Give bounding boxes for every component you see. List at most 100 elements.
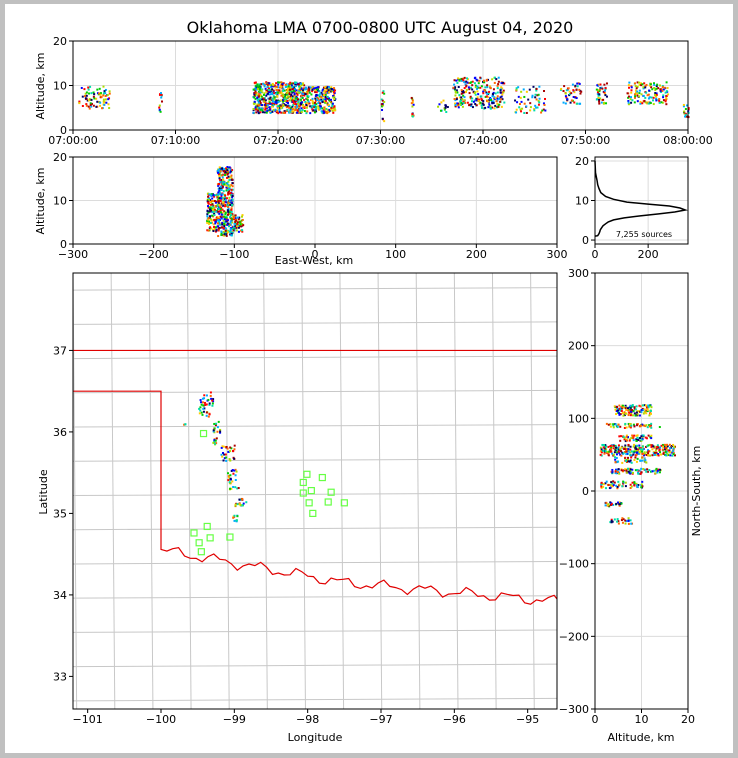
lightning-source bbox=[605, 501, 608, 504]
lightning-source bbox=[620, 409, 623, 412]
lightning-source bbox=[220, 446, 223, 449]
county-line bbox=[186, 273, 192, 709]
lightning-source bbox=[258, 104, 261, 107]
lightning-source bbox=[475, 98, 478, 101]
lightning-source bbox=[282, 105, 285, 108]
lightning-source bbox=[619, 439, 622, 442]
lightning-source bbox=[620, 469, 623, 472]
lightning-source bbox=[315, 107, 318, 110]
lightning-source bbox=[457, 86, 460, 89]
lightning-source bbox=[661, 86, 664, 89]
lightning-source bbox=[266, 109, 269, 112]
lightning-source bbox=[217, 193, 220, 196]
lightning-source bbox=[220, 187, 223, 190]
lightning-source bbox=[294, 108, 297, 111]
lightning-source bbox=[215, 437, 218, 440]
lightning-source bbox=[543, 90, 546, 93]
lightning-source bbox=[629, 98, 632, 101]
lightning-source bbox=[219, 197, 222, 200]
lightning-source bbox=[633, 481, 636, 484]
lightning-source bbox=[78, 100, 81, 103]
lightning-source bbox=[641, 459, 644, 462]
x-tick-label: −300 bbox=[58, 248, 88, 261]
lightning-source bbox=[651, 454, 654, 457]
lightning-source bbox=[332, 96, 335, 99]
lightning-source bbox=[617, 446, 620, 449]
lightning-source bbox=[611, 471, 614, 474]
lightning-source bbox=[300, 111, 303, 114]
lightning-source bbox=[231, 214, 234, 217]
lightning-source bbox=[643, 82, 646, 85]
lightning-source bbox=[277, 81, 280, 84]
lightning-source bbox=[290, 97, 293, 100]
lightning-source bbox=[324, 98, 327, 101]
lightning-source bbox=[650, 445, 653, 448]
source-cluster bbox=[514, 85, 547, 115]
lightning-source bbox=[231, 204, 234, 207]
lightning-source bbox=[542, 108, 545, 111]
lightning-source bbox=[238, 220, 241, 223]
lightning-source bbox=[295, 99, 298, 102]
lightning-source bbox=[234, 468, 237, 471]
lightning-source bbox=[630, 91, 633, 94]
lightning-source bbox=[655, 97, 658, 100]
lightning-source bbox=[256, 99, 259, 102]
lightning-source bbox=[219, 431, 222, 434]
lightning-source bbox=[331, 105, 334, 108]
lightning-source bbox=[534, 93, 537, 96]
lightning-source bbox=[615, 484, 618, 487]
lightning-source bbox=[643, 451, 646, 454]
lightning-source bbox=[638, 404, 641, 407]
lightning-source bbox=[302, 92, 305, 95]
lightning-source bbox=[282, 111, 285, 114]
lightning-source bbox=[231, 185, 234, 188]
lightning-source bbox=[232, 216, 235, 219]
lightning-source bbox=[206, 221, 209, 224]
lightning-source bbox=[624, 407, 627, 410]
source-cluster bbox=[600, 480, 644, 490]
lightning-source bbox=[607, 445, 610, 448]
lightning-source bbox=[452, 86, 455, 89]
lightning-source bbox=[633, 459, 636, 462]
x-tick-label: −100 bbox=[146, 713, 176, 726]
lightning-source bbox=[216, 170, 219, 173]
lightning-source bbox=[636, 90, 639, 93]
lightning-source bbox=[616, 520, 619, 523]
lightning-source bbox=[684, 112, 687, 115]
lightning-source bbox=[657, 453, 660, 456]
ns-xlabel: Altitude, km bbox=[607, 731, 674, 744]
lightning-source bbox=[265, 105, 268, 108]
lightning-source bbox=[270, 84, 273, 87]
lightning-source bbox=[233, 448, 236, 451]
lightning-source bbox=[297, 102, 300, 105]
lightning-source bbox=[468, 88, 471, 91]
lightning-source bbox=[623, 436, 626, 439]
lightning-source bbox=[639, 425, 642, 428]
lightning-source bbox=[213, 427, 216, 430]
lightning-source bbox=[599, 453, 602, 456]
lightning-source bbox=[226, 204, 229, 207]
lightning-source bbox=[602, 444, 605, 447]
source-cluster bbox=[559, 82, 583, 105]
lightning-source bbox=[239, 504, 242, 507]
lightning-source bbox=[284, 95, 287, 98]
lightning-source bbox=[650, 406, 653, 409]
lightning-source bbox=[636, 413, 639, 416]
lightning-source bbox=[617, 522, 620, 525]
lightning-source bbox=[626, 92, 629, 95]
lightning-source bbox=[455, 97, 458, 100]
lightning-source bbox=[108, 107, 111, 110]
lightning-source bbox=[292, 88, 295, 91]
lightning-source bbox=[381, 108, 384, 111]
lightning-source bbox=[537, 100, 540, 103]
lightning-source bbox=[629, 426, 632, 429]
lightning-source bbox=[104, 98, 107, 101]
lightning-source bbox=[614, 471, 617, 474]
lightning-source bbox=[465, 84, 468, 87]
y-tick-label: 0 bbox=[60, 238, 67, 251]
lightning-source bbox=[226, 201, 229, 204]
lightning-source bbox=[482, 103, 485, 106]
lightning-source bbox=[485, 95, 488, 98]
lightning-source bbox=[623, 438, 626, 441]
lightning-source bbox=[661, 85, 664, 88]
